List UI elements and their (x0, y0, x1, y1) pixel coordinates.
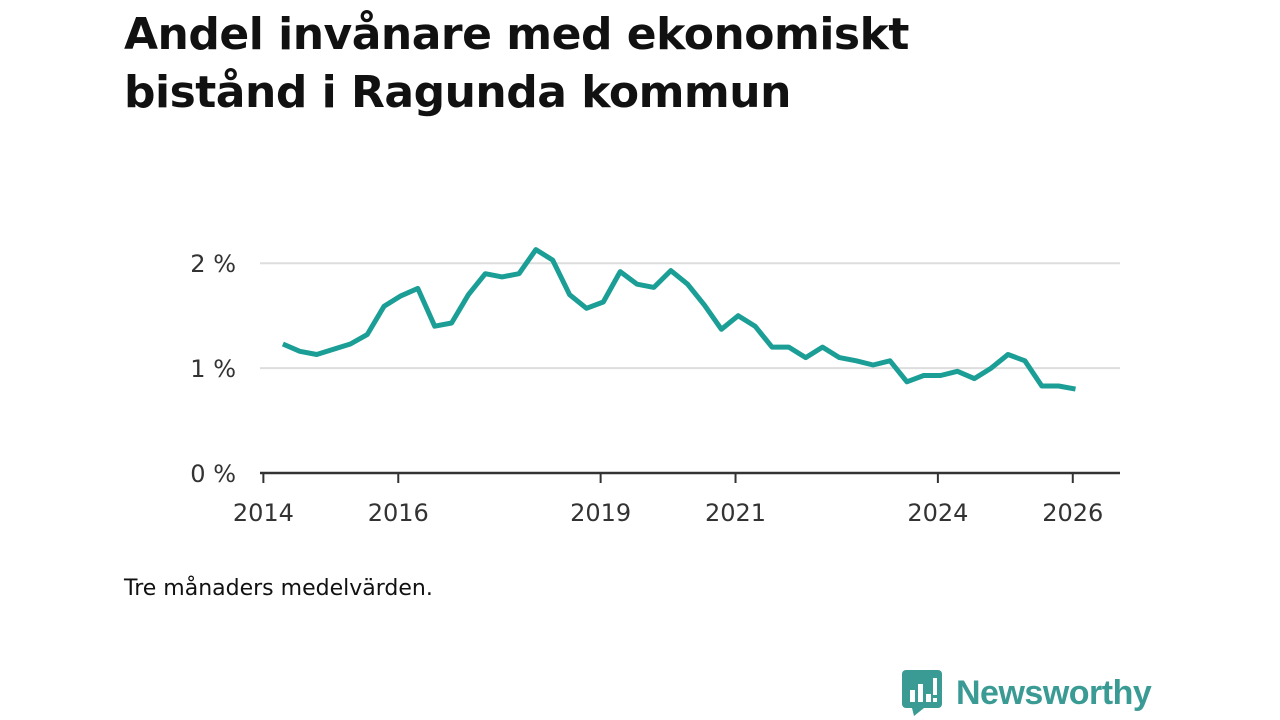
x-tick-label: 2021 (705, 499, 766, 527)
y-tick-label: 2 % (190, 250, 236, 278)
chart-footnote: Tre månaders medelvärden. (124, 576, 433, 601)
x-tick-label: 2026 (1042, 499, 1103, 527)
x-tick-label: 2019 (570, 499, 631, 527)
y-axis-ticks: 0 % 1 % 2 % (190, 250, 236, 488)
line-chart: 0 % 1 % 2 % 2014 2016 2019 2021 2024 2026 (190, 247, 1120, 527)
series-layer (281, 247, 1076, 392)
series-line (281, 247, 1076, 392)
newsworthy-logo-icon (902, 670, 942, 716)
y-tick-label: 1 % (190, 355, 236, 383)
x-tick-label: 2024 (907, 499, 968, 527)
x-tick-label: 2016 (368, 499, 429, 527)
x-axis-ticks: 2014 2016 2019 2021 2024 2026 (233, 473, 1103, 527)
chart-title: Andel invånare med ekonomiskt bistånd i … (124, 9, 909, 118)
newsworthy-logo: Newsworthy (902, 670, 1152, 716)
newsworthy-logo-text: Newsworthy (956, 673, 1152, 712)
gridlines (260, 262, 1120, 370)
x-tick-label: 2014 (233, 499, 294, 527)
y-tick-label: 0 % (190, 460, 236, 488)
